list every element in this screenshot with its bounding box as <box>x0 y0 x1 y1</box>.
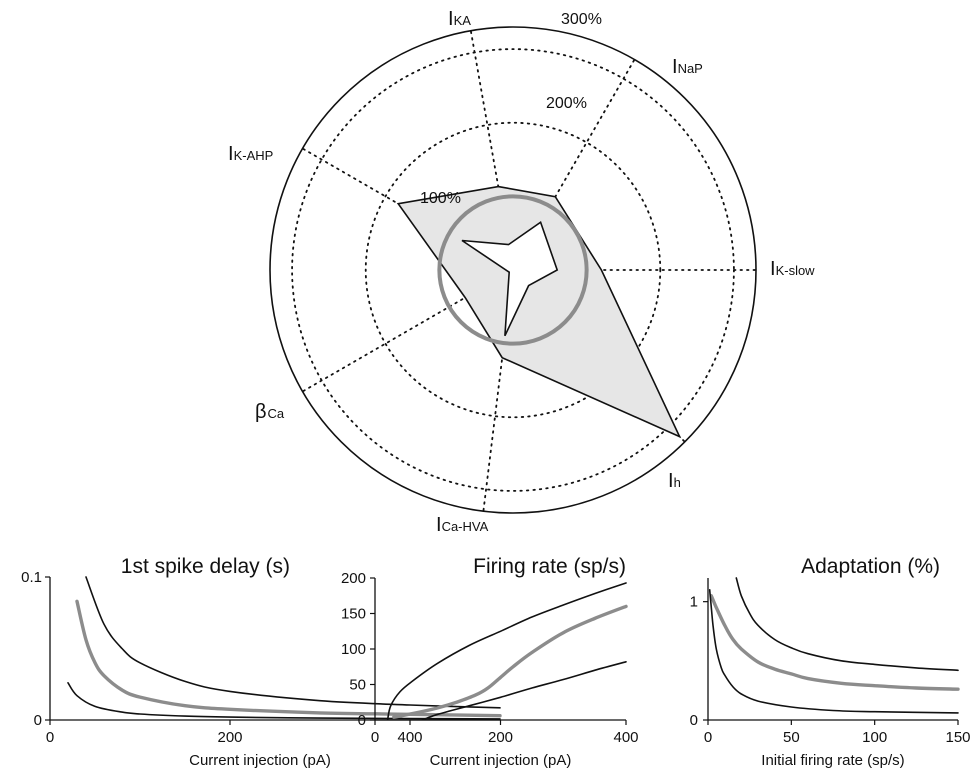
y-tick-label: 0 <box>690 712 698 729</box>
y-tick-label: 50 <box>349 677 366 694</box>
radar-ring-labels: 100% 200% 300% <box>420 11 602 207</box>
x-axis-label: Initial firing rate (sp/s) <box>761 752 904 769</box>
y-tick-label: 100 <box>341 641 366 658</box>
radar-axis-label-ih: Ih <box>668 470 681 492</box>
radar-chart: IKAINaPIK-slowIhICa-HVAβCaIK-AHP100%200%… <box>228 8 815 536</box>
radar-ring-label-200: 200% <box>546 95 587 112</box>
series-line-upper <box>85 576 501 709</box>
radar-axis-label-main: I <box>448 8 454 30</box>
panel-adaptation: 0 50 100 150 0 1 Adaptation (%) Initial firing … <box>690 555 971 769</box>
x-tick-label: 100 <box>862 729 887 746</box>
series-line-lower <box>421 661 627 720</box>
y-tick-label: 150 <box>341 606 366 623</box>
panel-title: Firing rate (sp/s) <box>473 555 626 578</box>
radar-axis-label-sub: KA <box>454 13 472 28</box>
x-axis-label: Current injection (pA) <box>189 752 331 769</box>
x-tick-label: 0 <box>371 729 379 746</box>
radar-upper-bound-polygon <box>396 185 682 439</box>
radar-axis-label-ikahp: IK-AHP <box>228 143 273 165</box>
x-tick-label: 200 <box>488 729 513 746</box>
radar-axis-label-icahva: ICa-HVA <box>436 514 489 536</box>
x-tick-label: 0 <box>704 729 712 746</box>
x-tick-label: 50 <box>783 729 800 746</box>
radar-axis-label-sub: K-slow <box>776 263 816 278</box>
series-line-mid <box>392 604 628 719</box>
series-line-upper <box>735 577 959 672</box>
radar-ring-label-300: 300% <box>561 11 602 28</box>
radar-ring-label-100: 100% <box>420 190 461 207</box>
panel-title: 1st spike delay (s) <box>121 555 290 578</box>
x-axis-label: Current injection (pA) <box>430 752 572 769</box>
x-tick-label: 400 <box>397 729 422 746</box>
radar-axis-label-sub: Ca <box>268 406 285 421</box>
x-tick-label: 400 <box>613 729 638 746</box>
x-tick-label: 150 <box>945 729 970 746</box>
radar-reference-circle <box>437 194 589 346</box>
radar-axis-label-ikslow: IK-slow <box>770 258 815 280</box>
radar-axis-label-sub: NaP <box>678 61 703 76</box>
y-tick-label: 1 <box>690 594 698 611</box>
series-line-lower <box>67 682 501 720</box>
radar-axis-label-main: I <box>770 258 776 280</box>
radar-axis-label-sub: Ca-HVA <box>442 519 489 534</box>
radar-axis-label-main: I <box>668 470 674 492</box>
radar-axis-label-main: I <box>436 514 442 536</box>
radar-ring-200 <box>364 121 662 419</box>
y-tick-label: 200 <box>341 570 366 587</box>
radar-axis-label-main: β <box>255 401 267 423</box>
y-tick-label: 0.1 <box>21 569 42 586</box>
radar-axis-label-sub: h <box>674 475 681 490</box>
radar-axis-label-sub: K-AHP <box>234 148 274 163</box>
panel-spike-delay: 0 200 400 0 0.1 1st spike delay (s) Current in… <box>21 555 502 769</box>
panel-title: Adaptation (%) <box>801 555 940 578</box>
radar-outer-circle <box>269 26 757 514</box>
radar-axis-label-inap: INaP <box>672 56 703 78</box>
x-tick-label: 0 <box>46 729 54 746</box>
y-tick-label: 0 <box>358 712 366 729</box>
series-line-mid <box>709 594 960 691</box>
series-line-upper <box>386 582 627 720</box>
series-line-lower <box>708 589 959 714</box>
panel-firing-rate: 0 200 400 0 50 100 150 200 Firing rate (sp/s) Cur… <box>341 555 639 769</box>
x-tick-label: 200 <box>217 729 242 746</box>
radar-axis-label-bca: βCa <box>255 401 285 423</box>
series-line-mid <box>75 599 502 718</box>
y-tick-label: 0 <box>34 712 42 729</box>
radar-lower-bound-polygon <box>461 220 559 337</box>
radar-axis-label-main: I <box>672 56 678 78</box>
radar-axis-label-ika: IKA <box>448 8 471 30</box>
radar-axis-label-main: I <box>228 143 234 165</box>
